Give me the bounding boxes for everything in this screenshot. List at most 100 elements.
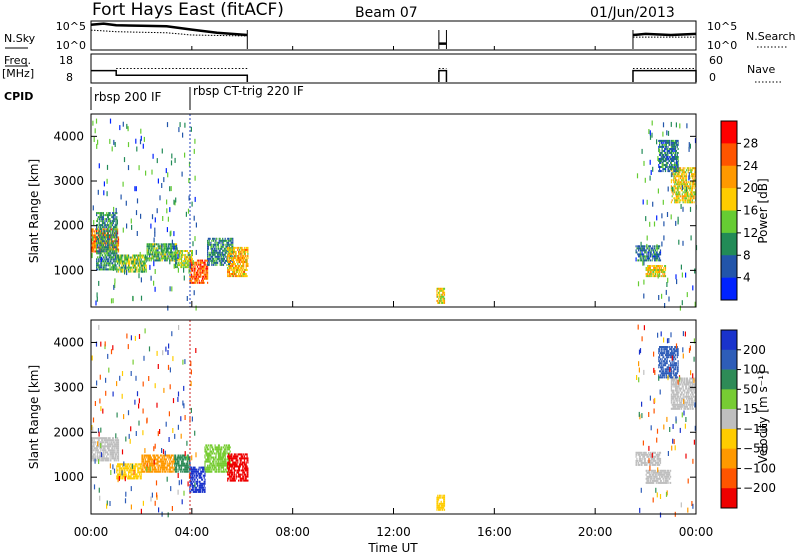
- velocity-cell: [105, 445, 107, 448]
- power-scatter-cell: [666, 130, 668, 136]
- power-cell: [96, 232, 99, 235]
- power-cell: [223, 253, 225, 256]
- power-cell: [648, 269, 651, 271]
- velocity-cell: [218, 446, 220, 449]
- power-cell: [211, 251, 213, 254]
- velocity-cell: [208, 470, 210, 473]
- power-cell: [644, 259, 646, 262]
- power-cell: [227, 243, 229, 246]
- velocity-cell: [132, 473, 134, 476]
- velocity-cell: [441, 496, 443, 499]
- velocity-cell: [170, 456, 172, 459]
- power-cell: [694, 179, 696, 182]
- power-cell: [170, 245, 172, 248]
- velocity-cell: [190, 468, 192, 471]
- power-cell: [229, 237, 231, 240]
- velocity-cell: [91, 457, 93, 460]
- velocity-cell: [203, 468, 205, 471]
- velocity-cell: [98, 439, 100, 442]
- velocity-cell: [179, 466, 181, 469]
- power-cell: [129, 266, 131, 269]
- power-cell: [242, 263, 244, 265]
- velocity-cell: [229, 471, 231, 474]
- power-cell: [154, 251, 156, 254]
- power-cell: [120, 260, 122, 263]
- power-cell: [96, 244, 98, 247]
- power-cell: [94, 246, 96, 249]
- power-cell: [644, 255, 646, 258]
- velocity-cell: [219, 448, 221, 451]
- velocity-cell: [126, 465, 128, 468]
- power-cell: [100, 238, 102, 241]
- velocity-cell: [211, 468, 213, 471]
- power-cell: [684, 193, 686, 196]
- power-cell: [645, 259, 647, 262]
- velocity-cell: [224, 468, 226, 471]
- power-scatter-cell: [667, 277, 669, 283]
- power-cell: [113, 250, 115, 253]
- velocity-cell: [140, 473, 142, 476]
- power-cell: [196, 279, 198, 282]
- power-cell: [243, 248, 246, 251]
- power-cell: [96, 246, 99, 249]
- power-cell: [116, 260, 118, 263]
- power-cell: [240, 246, 242, 249]
- power-cell: [663, 275, 665, 278]
- velocity-cell: [148, 470, 150, 473]
- power-cell: [212, 245, 214, 248]
- velocity-cell: [112, 445, 114, 448]
- power-cell: [191, 250, 193, 252]
- velocity-cell: [163, 466, 165, 469]
- velocity-cell: [231, 455, 233, 458]
- freq-panel-frame: [90, 53, 697, 84]
- power-cell: [660, 141, 662, 144]
- velocity-cell: [114, 439, 116, 442]
- power-scatter-cell: [150, 223, 152, 229]
- velocity-cell: [109, 459, 111, 462]
- power-cell: [437, 301, 439, 304]
- power-cell: [691, 175, 693, 178]
- velocity-cell: [232, 463, 234, 466]
- velocity-cell: [205, 458, 207, 461]
- velocity-cell: [229, 469, 231, 472]
- power-cell: [237, 267, 239, 269]
- power-cell: [113, 218, 115, 221]
- velocity-cell: [175, 456, 177, 459]
- power-cell: [105, 240, 107, 243]
- power-cell: [207, 271, 209, 274]
- power-cell: [92, 236, 94, 239]
- power-scatter-cell: [169, 207, 171, 213]
- power-cell: [143, 256, 146, 259]
- power-cell: [659, 170, 662, 173]
- power-cell: [161, 253, 163, 256]
- power-scatter-cell: [190, 126, 192, 132]
- velocity-cell: [240, 459, 242, 462]
- power-cell: [153, 249, 155, 252]
- power-scatter-cell: [166, 208, 168, 214]
- power-cell: [645, 251, 647, 254]
- velocity-cell: [112, 453, 114, 456]
- velocity-cell: [91, 445, 93, 448]
- velocity-cell: [233, 475, 235, 478]
- velocity-cell: [213, 458, 215, 461]
- power-cell: [150, 257, 152, 260]
- velocity-cell: [142, 458, 144, 461]
- velocity-cell: [91, 445, 93, 448]
- velocity-cell: [176, 456, 178, 459]
- power-cell: [216, 241, 218, 244]
- power-cell: [160, 245, 162, 248]
- power-cell: [158, 245, 160, 248]
- power-cell: [98, 268, 100, 271]
- velocity-cell: [147, 458, 149, 461]
- power-cell: [666, 141, 668, 144]
- power-cell: [102, 260, 104, 263]
- power-cell: [201, 271, 203, 274]
- power-cell: [692, 183, 694, 186]
- power-cell: [117, 248, 120, 251]
- power-cell: [129, 270, 131, 273]
- power-cell: [226, 259, 228, 262]
- power-cell: [170, 243, 172, 246]
- velocity-cell: [226, 446, 228, 449]
- power-cell: [229, 239, 231, 242]
- velocity-cell: [100, 459, 102, 462]
